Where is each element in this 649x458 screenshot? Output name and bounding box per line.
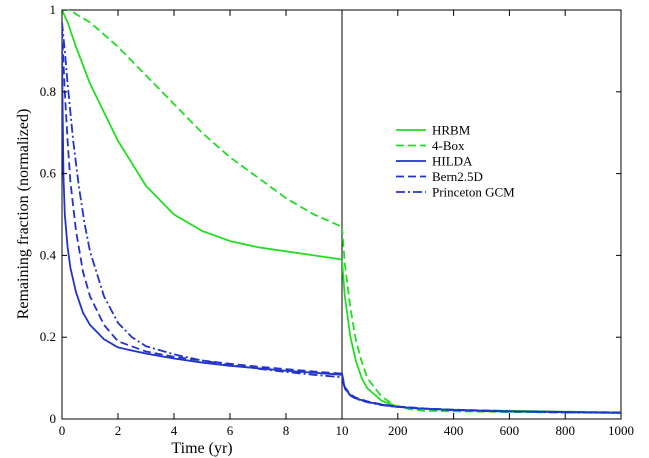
legend-label-bern2-5d: Bern2.5D xyxy=(432,169,483,184)
y-tick-label: 0.2 xyxy=(40,329,56,344)
series-line-bern2-5d-right xyxy=(342,373,621,414)
legend-label-hilda: HILDA xyxy=(432,154,473,169)
series-line-princeton-gcm-right xyxy=(342,377,621,414)
x-tick-label: 400 xyxy=(444,423,464,438)
y-tick-label: 0.8 xyxy=(40,84,56,99)
series-line-4-box-right xyxy=(342,226,621,414)
x-tick-label: 2 xyxy=(115,423,122,438)
y-tick-label: 1 xyxy=(50,2,57,17)
legend-label-hrbm: HRBM xyxy=(432,123,471,138)
x-tick-label: 1000 xyxy=(608,423,634,438)
x-tick-label: 10 xyxy=(336,423,349,438)
x-tick-label: 6 xyxy=(227,423,234,438)
series-line-princeton-gcm-left xyxy=(62,22,342,379)
legend-label-4-box: 4-Box xyxy=(432,138,465,153)
series-left-panel xyxy=(62,10,342,379)
x-tick-label: 0 xyxy=(59,423,66,438)
y-tick-label: 0.4 xyxy=(40,247,57,262)
y-axis-label: Remaining fraction (normalized) xyxy=(15,109,32,320)
axis-ticks: 00.20.40.60.810 2 4 6 8 10 200 400 600 800 1000 xyxy=(40,2,634,438)
series-right-panel xyxy=(342,226,621,414)
x-tick-label: 4 xyxy=(171,423,178,438)
y-tick-label: 0.6 xyxy=(40,166,57,181)
x-tick-label: 8 xyxy=(283,423,290,438)
x-tick-label: 200 xyxy=(388,423,408,438)
x-tick-label: 800 xyxy=(555,423,575,438)
legend-label-princeton-gcm: Princeton GCM xyxy=(432,185,515,200)
x-tick-label: 600 xyxy=(500,423,520,438)
series-line-hrbm-right xyxy=(342,259,621,414)
series-line-4-box-left xyxy=(62,10,342,228)
series-line-hrbm-left xyxy=(62,10,342,261)
y-tick-label: 0 xyxy=(50,411,57,426)
series-line-bern2-5d-left xyxy=(62,30,342,375)
x-axis-label: Time (yr) xyxy=(171,440,232,457)
series-line-hilda-right xyxy=(342,374,621,414)
